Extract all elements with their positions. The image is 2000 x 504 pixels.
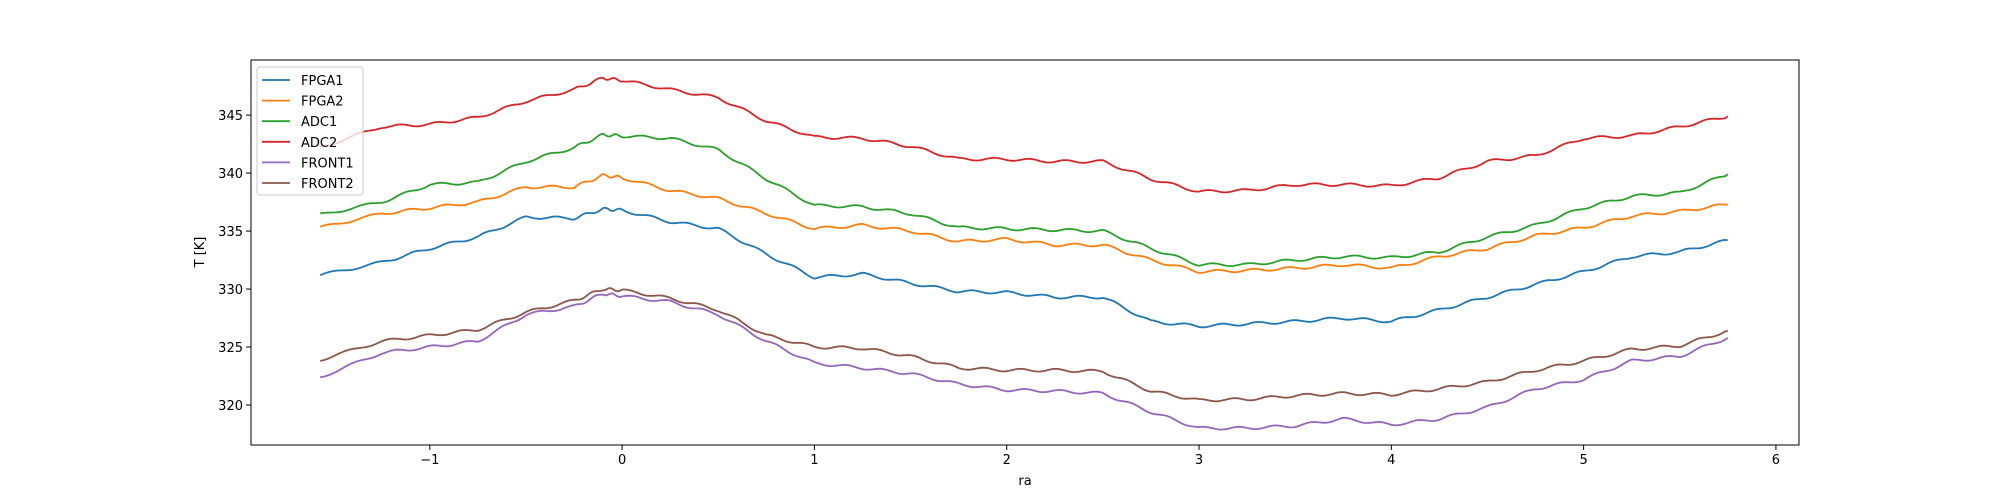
series-layer <box>319 76 1729 431</box>
x-tick-label: 0 <box>618 453 626 468</box>
y-tick-label: 320 <box>218 399 243 414</box>
y-axis: 320 325 330 335 340 345 <box>218 109 251 414</box>
y-tick-label: 325 <box>218 341 243 356</box>
plot-frame <box>250 59 1800 446</box>
series-line-adc1 <box>320 132 1729 268</box>
series-line-fpga1 <box>319 206 1728 329</box>
x-axis-label: ra <box>1018 474 1031 489</box>
x-tick-label: 3 <box>1195 453 1203 468</box>
legend: FPGA1 FPGA2 ADC1 ADC2 FRONT1 FRONT2 <box>256 66 364 196</box>
legend-label: ADC2 <box>301 136 337 151</box>
y-tick-label: 340 <box>218 167 243 182</box>
y-tick-label: 330 <box>218 283 243 298</box>
series-line-adc2 <box>320 76 1729 194</box>
legend-label: FRONT2 <box>301 177 354 192</box>
legend-label: FRONT1 <box>301 156 354 171</box>
series-line-front2 <box>320 287 1729 403</box>
y-axis-label: T [K] <box>193 237 208 269</box>
x-tick-label: −1 <box>420 453 439 468</box>
x-tick-label: 4 <box>1387 453 1395 468</box>
x-tick-label: 2 <box>1003 453 1011 468</box>
legend-label: FPGA1 <box>301 74 344 89</box>
x-tick-label: 1 <box>810 453 818 468</box>
legend-label: ADC1 <box>301 115 337 130</box>
series-line-front1 <box>320 292 1729 431</box>
y-tick-label: 335 <box>218 225 243 240</box>
y-tick-label: 345 <box>218 109 243 124</box>
x-axis: −1 0 1 2 3 4 5 6 <box>420 445 1780 468</box>
legend-label: FPGA2 <box>301 95 344 110</box>
x-tick-label: 5 <box>1579 453 1587 468</box>
series-line-fpga2 <box>319 173 1728 274</box>
x-tick-label: 6 <box>1772 453 1780 468</box>
